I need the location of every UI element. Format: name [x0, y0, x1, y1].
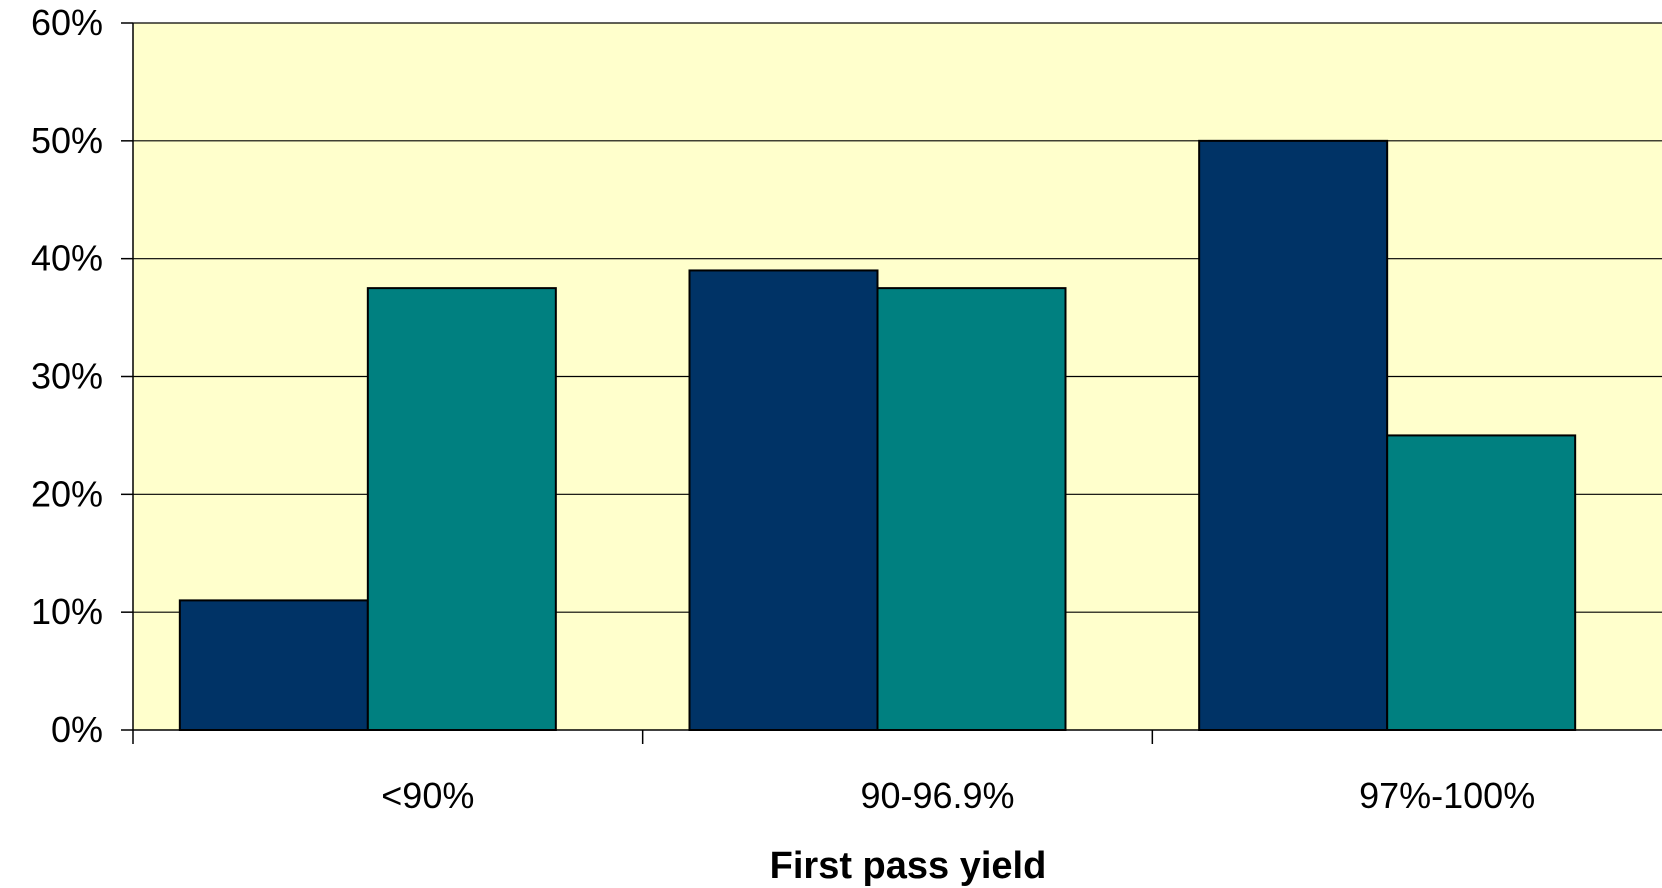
- bars: [178, 139, 1577, 732]
- y-tick-label: 10%: [31, 591, 103, 632]
- axes: [121, 22, 1662, 744]
- bar: [876, 287, 1067, 731]
- bar: [1198, 139, 1389, 732]
- y-tick-label: 20%: [31, 473, 103, 514]
- x-tick-label: 97%-100%: [1359, 775, 1535, 816]
- y-tick-label: 0%: [51, 709, 103, 750]
- tick-labels: 0% 10% 20% 30% 40% 50% 60% <90% 90-96.9% 97%-100%: [31, 2, 1535, 816]
- bar: [366, 287, 557, 731]
- y-tick-label: 60%: [31, 2, 103, 43]
- y-tick-label: 50%: [31, 120, 103, 161]
- x-tick-label: <90%: [381, 775, 474, 816]
- y-tick-label: 30%: [31, 356, 103, 397]
- x-tick-label: 90-96.9%: [860, 775, 1014, 816]
- bar: [178, 599, 369, 732]
- bar: [688, 269, 879, 731]
- bar: [1386, 434, 1577, 731]
- y-tick-label: 40%: [31, 238, 103, 279]
- x-axis-title: First pass yield: [770, 845, 1047, 887]
